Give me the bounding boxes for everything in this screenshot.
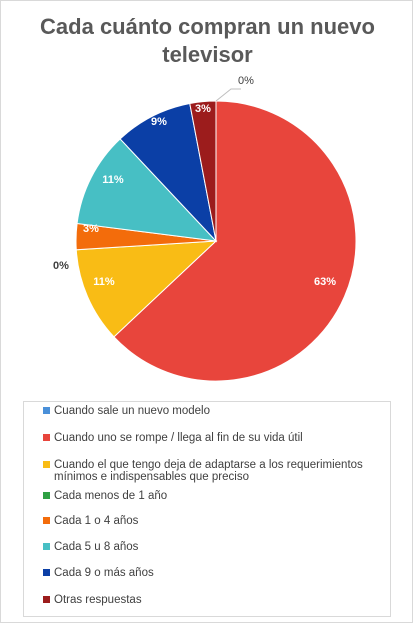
legend-item: Cada 1 o 4 años <box>43 515 383 527</box>
legend-swatch <box>43 461 50 468</box>
legend-item: Cuando el que tengo deja de adaptarse a … <box>43 459 383 483</box>
data-label: 11% <box>93 276 115 288</box>
legend-label: Cuando el que tengo deja de adaptarse a … <box>54 459 363 483</box>
leader-line <box>215 88 241 102</box>
legend-item: Cuando uno se rompe / llega al fin de su… <box>43 432 383 444</box>
data-label: 0% <box>238 75 254 87</box>
pie-slice <box>76 138 218 242</box>
legend-swatch <box>43 569 50 576</box>
legend-label: Cuando uno se rompe / llega al fin de su… <box>54 432 303 444</box>
data-label: 3% <box>195 103 211 115</box>
legend-label: Otras respuestas <box>54 594 142 606</box>
legend-label: Cada 5 u 8 años <box>54 541 139 553</box>
legend: Cuando sale un nuevo modelo Cuando uno se… <box>23 401 391 617</box>
legend-label: Cada 1 o 4 años <box>54 515 139 527</box>
data-label: 3% <box>83 223 99 235</box>
legend-label: Cuando sale un nuevo modelo <box>54 405 211 417</box>
data-label: 9% <box>151 116 167 128</box>
legend-swatch <box>43 543 50 550</box>
data-label: 0% <box>53 260 69 272</box>
legend-label: Cada 9 o más años <box>54 567 154 579</box>
legend-item: Cada 9 o más años <box>43 567 383 579</box>
pie-slice <box>113 100 357 382</box>
legend-item: Cuando sale un nuevo modelo <box>43 405 383 417</box>
legend-swatch <box>43 434 50 441</box>
pie-chart: 63% 11% 0% 3% 11% 9% 3% 0% <box>53 75 357 382</box>
legend-item: Cada menos de 1 año <box>43 490 383 502</box>
legend-item: Otras respuestas <box>43 594 383 606</box>
chart-title: Cada cuánto compran un nuevo televisor <box>40 14 375 67</box>
legend-swatch <box>43 407 50 414</box>
legend-swatch <box>43 517 50 524</box>
data-label: 11% <box>102 174 124 186</box>
pie-slice <box>75 240 218 338</box>
legend-item: Cada 5 u 8 años <box>43 541 383 553</box>
legend-swatch <box>43 596 50 603</box>
pie-slice <box>189 100 217 242</box>
legend-swatch <box>43 492 50 499</box>
pie-slice <box>119 102 217 243</box>
data-label: 63% <box>314 276 336 288</box>
legend-label: Cada menos de 1 año <box>54 490 168 502</box>
